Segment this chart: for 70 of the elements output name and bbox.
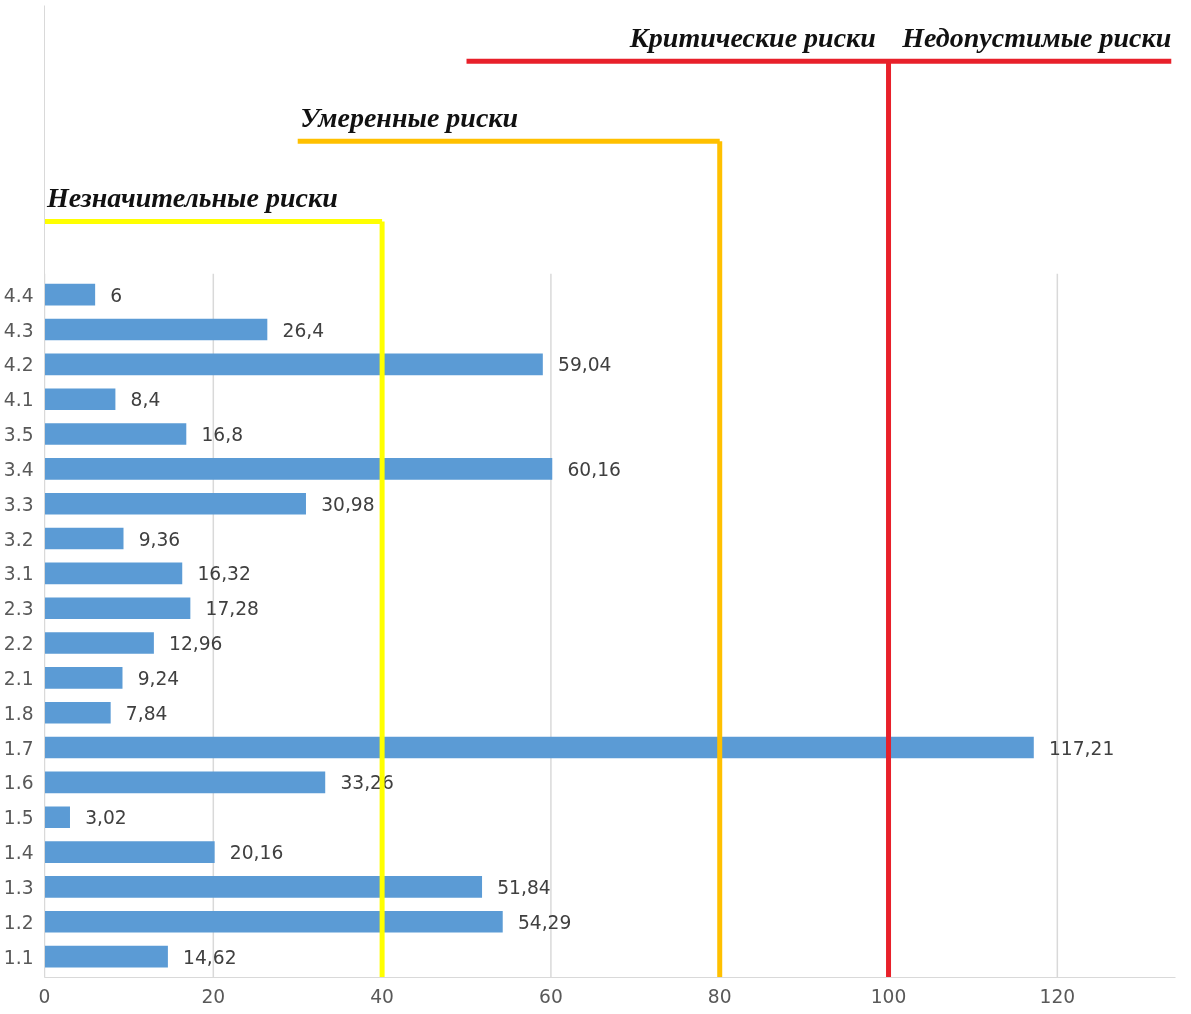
- data-label: 51,84: [497, 876, 551, 898]
- ref-line-label: Незначительные риски: [46, 181, 338, 213]
- bar: [44, 388, 116, 410]
- bar: [44, 771, 326, 794]
- data-label: 3,02: [85, 807, 127, 829]
- bar: [44, 283, 96, 306]
- data-label: 60,16: [567, 458, 621, 480]
- y-tick-label: 2.3: [3, 598, 34, 620]
- bar: [44, 910, 503, 933]
- bar: [44, 562, 183, 585]
- data-label: 6: [110, 284, 123, 306]
- y-tick-label: 1.2: [3, 911, 34, 933]
- y-tick-label: 2.1: [3, 667, 34, 689]
- data-label: 12,96: [169, 633, 223, 655]
- x-tick-label: 100: [870, 985, 907, 1007]
- y-tick-label: 3.1: [3, 563, 34, 585]
- data-label: 7,84: [125, 702, 168, 724]
- bar: [44, 841, 215, 863]
- bar: [44, 318, 268, 341]
- y-tick-label: 1.3: [3, 876, 34, 898]
- y-tick-label: 3.3: [3, 493, 34, 515]
- data-label: 17,28: [205, 598, 259, 620]
- x-tick-label: 40: [370, 985, 394, 1007]
- bar: [44, 492, 306, 515]
- bar: [44, 667, 123, 689]
- x-tick-label: 60: [539, 985, 563, 1007]
- bar: [44, 876, 483, 898]
- bar: [44, 527, 124, 550]
- x-tick-label: 0: [38, 985, 51, 1007]
- y-tick-label: 1.6: [3, 772, 34, 794]
- data-label: 117,21: [1048, 737, 1115, 759]
- bar: [44, 806, 70, 829]
- y-tick-label: 3.2: [3, 528, 34, 550]
- data-label: 26,4: [282, 319, 325, 341]
- bar: [44, 458, 553, 480]
- x-tick-label: 120: [1039, 985, 1076, 1007]
- data-label: 16,32: [197, 563, 251, 585]
- bar: [44, 353, 543, 376]
- bar: [44, 945, 168, 968]
- data-label: 9,24: [137, 667, 180, 689]
- data-label: 9,36: [138, 528, 181, 550]
- y-tick-label: 1.4: [3, 842, 34, 864]
- ref-line-label: Критические риски: [628, 21, 876, 53]
- y-tick-label: 1.1: [3, 946, 34, 968]
- y-tick-label: 4.4: [3, 284, 34, 306]
- data-label: 14,62: [183, 946, 237, 968]
- data-label: 20,16: [229, 842, 284, 864]
- text: Недопустимые риски: [901, 21, 1172, 53]
- bar: [44, 701, 111, 724]
- data-label: 8,4: [130, 389, 161, 411]
- y-tick-label: 3.4: [3, 458, 34, 480]
- y-tick-label: 1.5: [3, 807, 34, 829]
- x-tick-label: 20: [201, 985, 226, 1007]
- y-tick-label: 4.1: [3, 389, 34, 411]
- x-tick-label: 80: [707, 985, 732, 1007]
- bar: [44, 736, 1034, 759]
- y-tick-label: 4.3: [3, 319, 34, 341]
- y-tick-label: 3.5: [3, 424, 34, 446]
- bar: [44, 597, 191, 620]
- y-tick-label: 2.2: [3, 633, 34, 655]
- data-label: 30,98: [321, 493, 375, 515]
- data-label: 16,8: [201, 424, 244, 446]
- ref-line-label: Умеренные риски: [300, 101, 519, 133]
- y-tick-label: 1.7: [3, 737, 34, 759]
- data-label: 54,29: [517, 911, 572, 933]
- bar: [44, 423, 187, 445]
- y-tick-label: 4.2: [3, 354, 34, 376]
- bar: [44, 632, 154, 654]
- data-label: 59,04: [558, 354, 612, 376]
- y-tick-label: 1.8: [3, 702, 34, 724]
